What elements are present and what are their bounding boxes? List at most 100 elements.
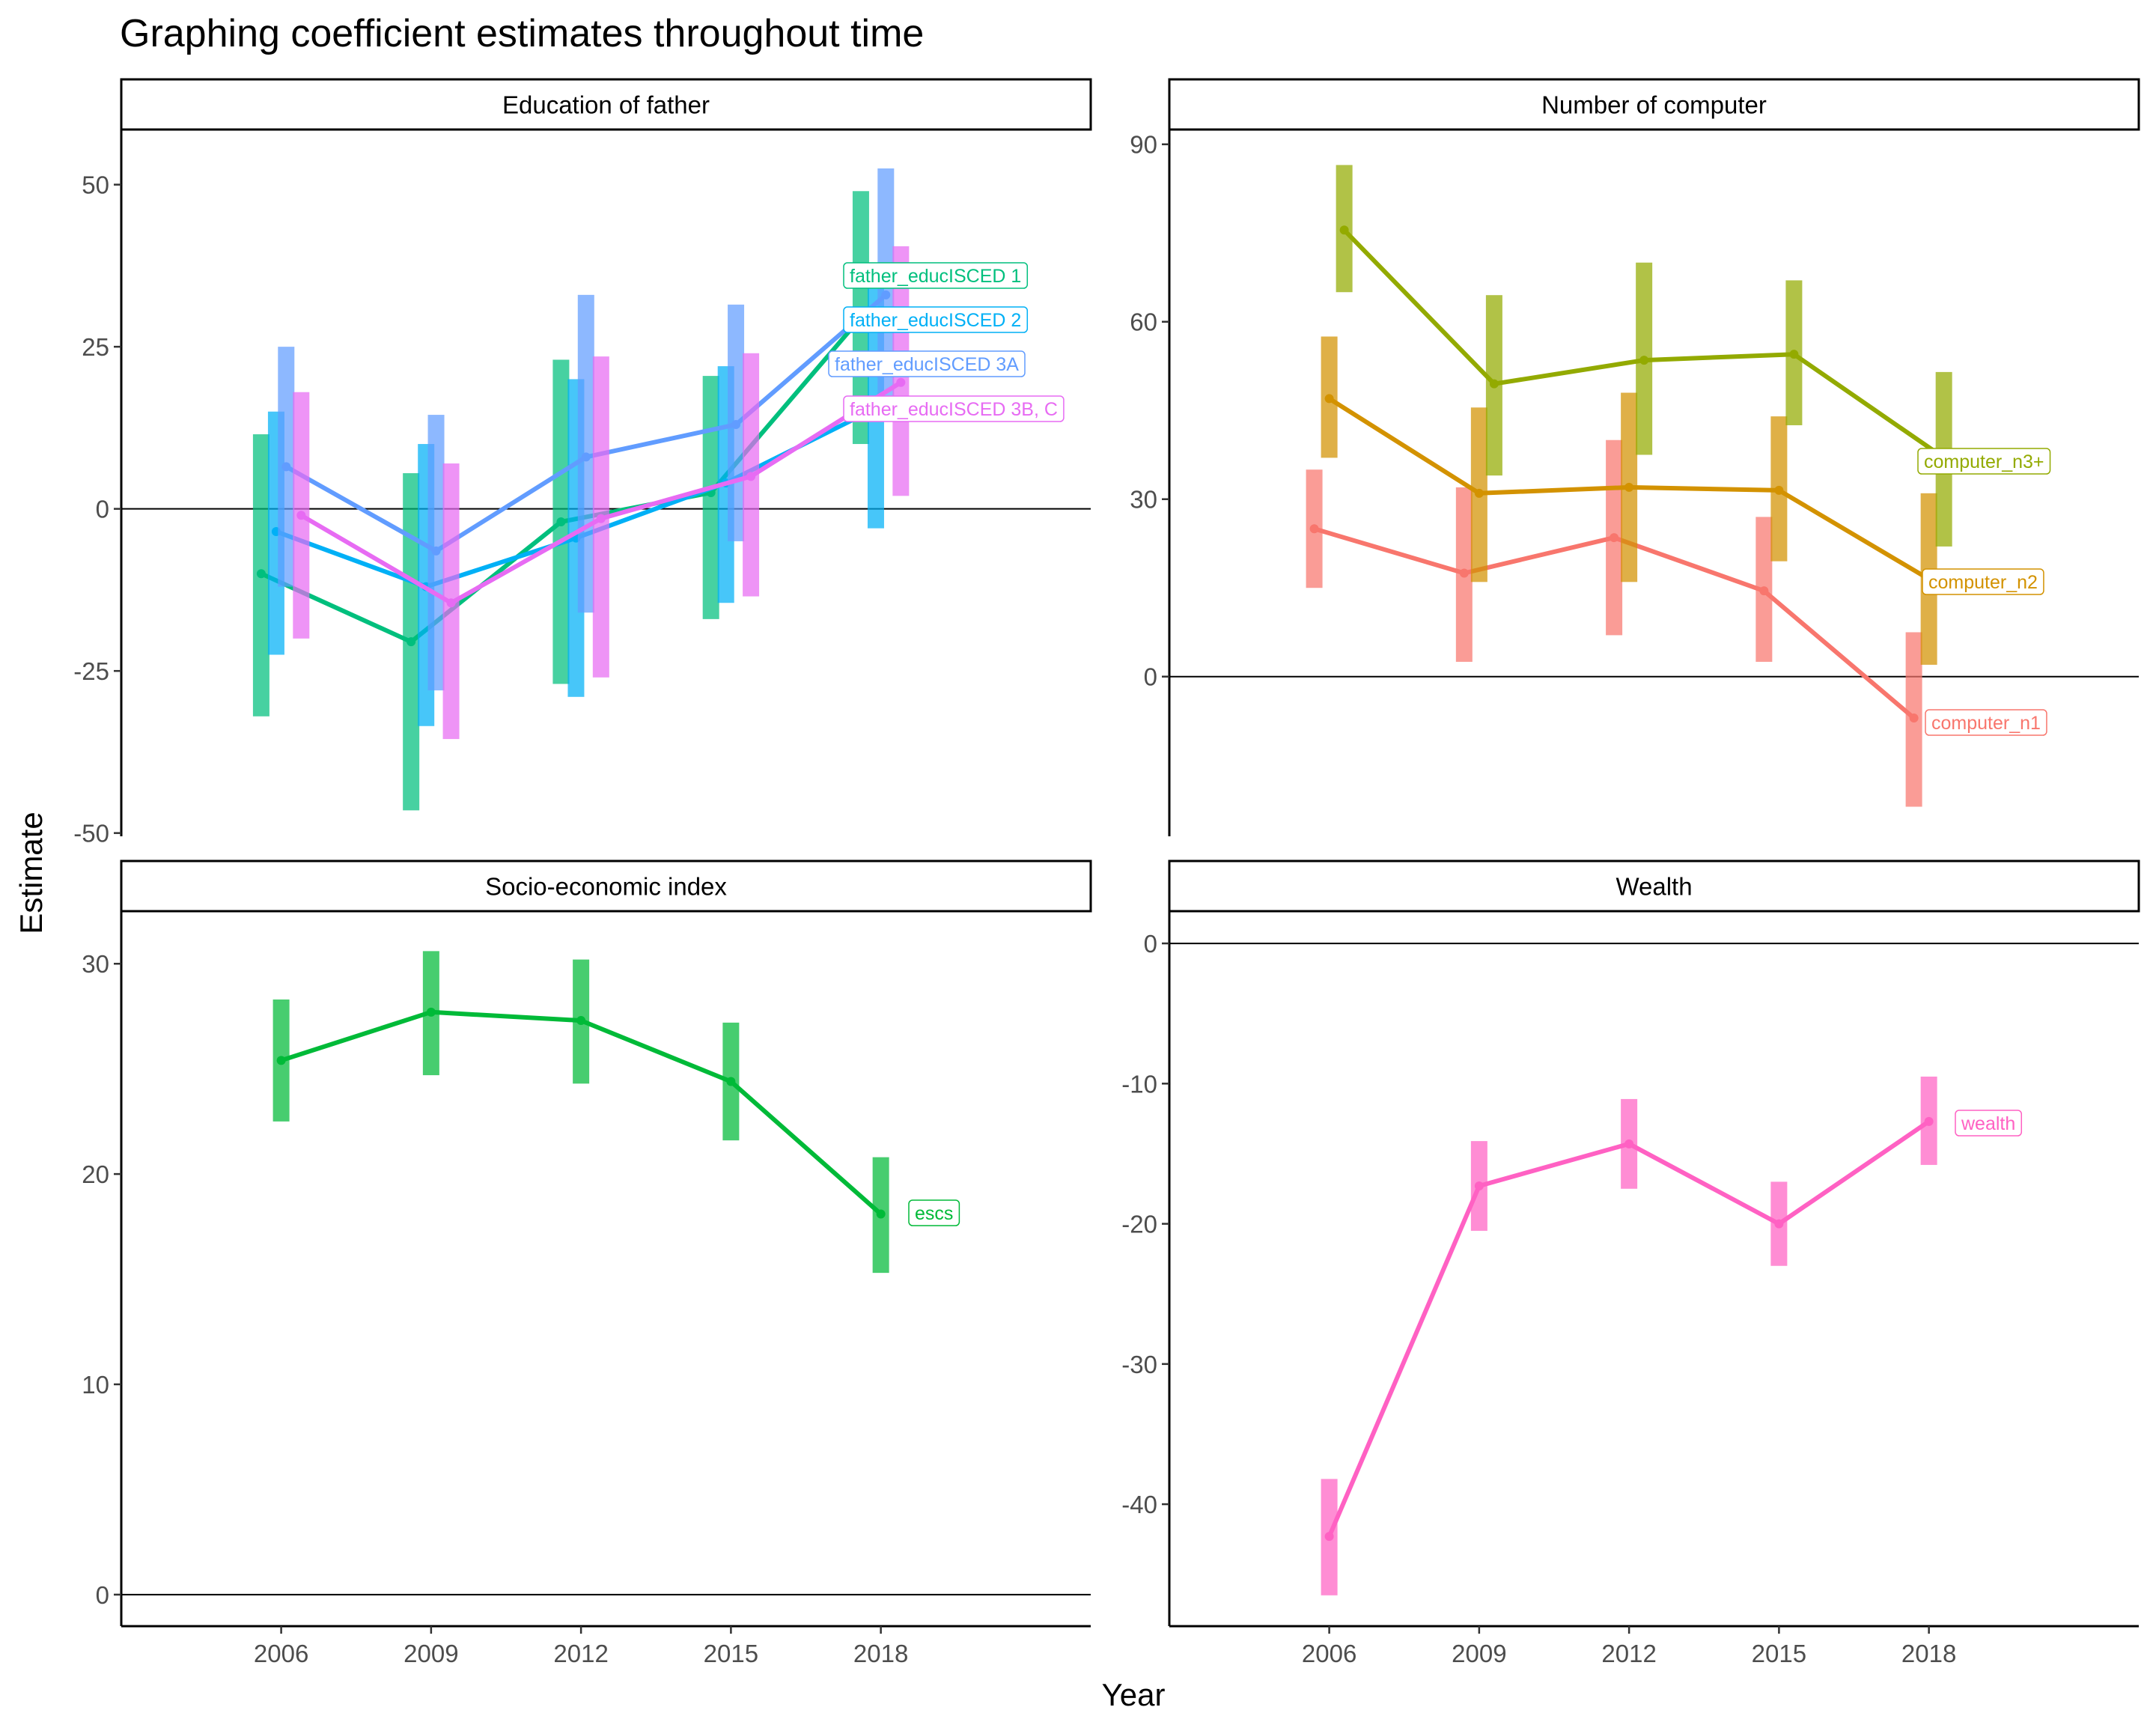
y-tick-label: 0 [1144,663,1157,691]
panel-0: Education of father -50 -25 0 25 50 father_edu… [73,78,1092,848]
data-point [1774,1219,1784,1229]
panel-strip [1168,860,2140,913]
data-point [876,1209,886,1219]
series-end-label: father_educISCED 3A [828,350,1026,377]
series-end-label-text: escs [915,1203,953,1224]
data-point [1339,225,1349,235]
series-end-label-text: father_educISCED 1 [850,266,1021,287]
data-point [1639,356,1649,365]
data-point [426,1007,436,1017]
y-tick-label: 90 [1130,131,1157,159]
data-point [1474,1181,1484,1191]
series-end-label-text: wealth [1961,1113,2015,1134]
y-tick-label: 50 [82,171,109,199]
series-end-label-box [843,395,1065,422]
series-father_educISCED 3B, C [293,246,910,740]
data-point [1459,568,1469,578]
panel-1: Number of computer 0 30 60 90 computer_n1 comp… [1130,78,2140,836]
data-point [1610,533,1619,543]
data-point [256,569,266,579]
x-tick-label: 2018 [1901,1640,1956,1667]
error-bar [702,376,719,619]
x-tick-label: 2006 [1302,1640,1356,1667]
data-point [446,598,456,608]
x-tick-label: 2015 [1752,1640,1806,1667]
series-end-label-box [1922,568,2044,595]
y-tick-label: -20 [1121,1211,1157,1238]
data-point [1624,1139,1634,1149]
series-end-label-text: father_educISCED 3A [835,354,1019,375]
data-point [276,1056,286,1065]
series-computer_n2 [1321,336,1937,665]
series-end-label-text: computer_n3+ [1924,451,2044,472]
data-point [281,462,291,472]
x-tick-label: 2018 [853,1640,908,1667]
y-tick-label: 60 [1130,308,1157,336]
x-tick-label: 2006 [254,1640,308,1667]
panel-strip [1168,78,2140,131]
series-end-label: father_educISCED 3B, C [843,395,1065,422]
panel-strip [120,860,1092,913]
series-father_educISCED 2 [267,285,884,726]
x-tick-label: 2009 [404,1640,458,1667]
series-end-label-text: father_educISCED 3B, C [850,399,1058,420]
panels: Education of father -50 -25 0 25 50 father_edu… [73,78,2140,1667]
panel-2: Socio-economic index 0 10 20 30 2006 2009 2012 2… [82,860,1092,1667]
series-wealth [1321,1076,1937,1595]
series-end-label-box [1925,709,2047,736]
series-end-label-box [843,306,1029,333]
series-father_educISCED 3A [278,168,895,691]
y-tick-label: 20 [82,1160,109,1188]
data-point [296,511,306,520]
y-tick-label: 30 [82,950,109,978]
data-point [1759,586,1769,596]
y-tick-label: -25 [73,657,109,685]
chart-title: Graphing coefficient estimates throughou… [120,12,924,55]
y-tick-label: 0 [96,1581,109,1609]
series-end-label-box [843,262,1029,289]
series-end-label: computer_n3+ [1917,448,2051,475]
y-tick-label: 25 [82,333,109,361]
data-point [731,420,741,430]
data-point [1309,524,1319,534]
data-point [1624,482,1634,492]
x-axis-title: Year [1102,1677,1166,1712]
panel-strip-label: Education of father [502,91,710,119]
data-point [1324,1532,1334,1542]
y-tick-label: -30 [1121,1351,1157,1378]
data-point [431,546,441,556]
y-tick-label: -10 [1121,1070,1157,1098]
series-end-label-box [908,1199,960,1226]
y-tick-label: 0 [1144,930,1157,958]
y-tick-label: -50 [73,820,109,848]
series-end-label: father_educISCED 2 [843,306,1029,333]
series-end-label-text: father_educISCED 2 [850,310,1021,331]
data-point [596,514,606,523]
panel-strip [120,78,1092,131]
data-point [406,637,416,647]
data-point [1924,1116,1934,1126]
x-tick-label: 2015 [704,1640,758,1667]
data-point [576,1016,586,1026]
data-point [881,290,891,299]
panel-strip-label: Number of computer [1541,91,1767,119]
panel-strip-label: Socio-economic index [485,873,727,901]
series-end-label: computer_n1 [1925,709,2047,736]
series-end-label-text: computer_n1 [1931,713,2041,734]
series-end-label-box [1917,448,2051,475]
series-end-label: escs [908,1199,960,1226]
y-axis-title: Estimate [13,812,49,934]
data-point [1774,485,1784,495]
panel-strip-label: Wealth [1616,873,1692,901]
y-tick-label: -40 [1121,1491,1157,1518]
series-escs [272,951,889,1274]
y-tick-label: 10 [82,1371,109,1399]
x-tick-label: 2012 [1601,1640,1656,1667]
y-tick-label: 0 [96,496,109,523]
data-point [1324,394,1334,404]
data-point [896,377,906,387]
y-tick-label: 30 [1130,486,1157,514]
data-point [556,517,566,526]
data-point [1789,350,1799,359]
